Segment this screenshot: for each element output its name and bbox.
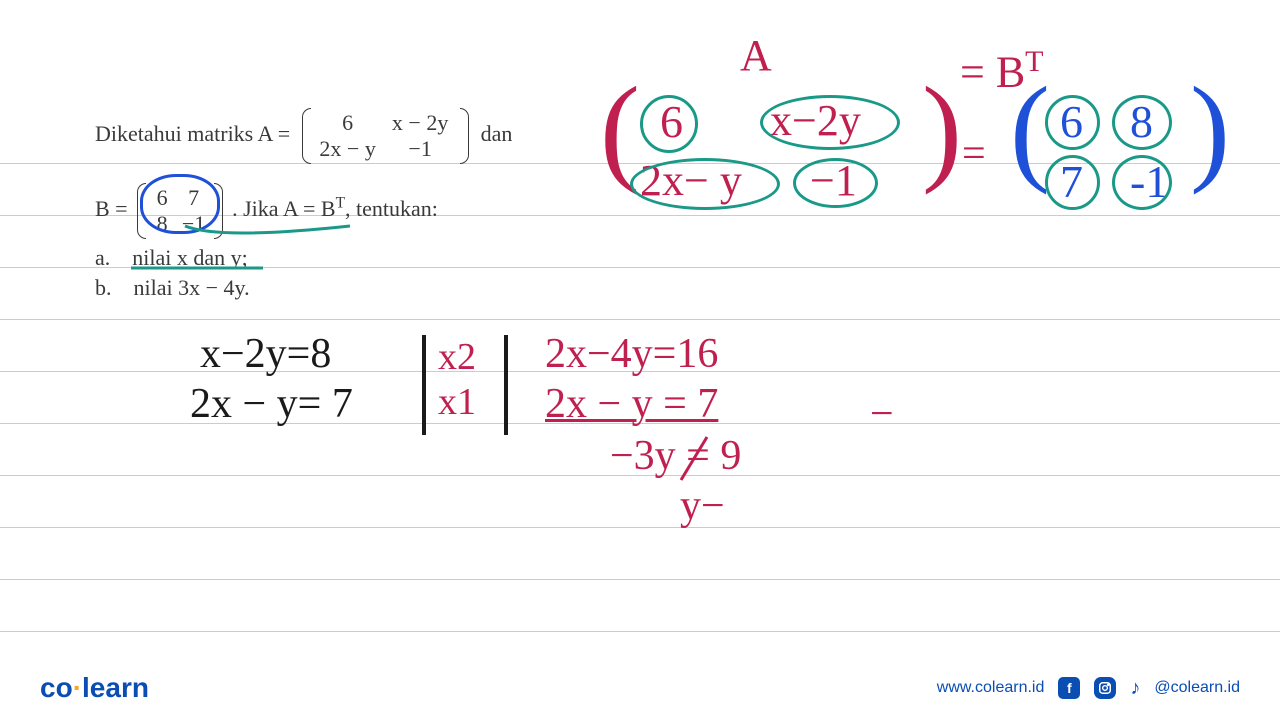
paper-line xyxy=(0,631,1280,632)
circ-m2-11 xyxy=(1045,95,1100,150)
label-A: A xyxy=(740,30,772,81)
rparen-BT: ) xyxy=(1190,60,1230,198)
hw-eq1: x−2y=8 xyxy=(200,330,331,378)
hw-mul1: x2 xyxy=(438,335,476,379)
hw-mul2: x1 xyxy=(438,380,476,424)
matrix-A: 6 x − 2y 2x − y −1 xyxy=(302,108,470,164)
vbar-1 xyxy=(422,335,426,435)
matA-r1c2: x − 2y xyxy=(385,110,455,136)
hw-eq6: y− xyxy=(680,482,725,530)
footer-handle: @colearn.id xyxy=(1154,679,1240,697)
facebook-icon: f xyxy=(1058,677,1080,699)
logo-dot: · xyxy=(73,672,82,703)
problem-text-1: Diketahui matriks A = xyxy=(95,121,290,146)
vbar-2 xyxy=(504,335,508,435)
rparen-A: ) xyxy=(922,60,962,198)
logo-learn: learn xyxy=(82,672,149,703)
hw-eq2: 2x − y= 7 xyxy=(190,380,353,428)
circ-m2-21 xyxy=(1045,155,1100,210)
teal-underline xyxy=(128,264,268,274)
lparen-BT: ( xyxy=(1010,60,1050,198)
circ-m1-12 xyxy=(760,95,900,150)
logo-co: co xyxy=(40,672,73,703)
teal-arrow-swoosh xyxy=(180,218,360,248)
footer-url: www.colearn.id xyxy=(937,679,1045,697)
circ-m1-21 xyxy=(630,158,780,210)
circ-m1-11 xyxy=(640,95,698,153)
circ-m2-22 xyxy=(1112,155,1172,210)
matA-r2c1: 2x − y xyxy=(316,136,380,162)
footer-right: www.colearn.id f ♪ @colearn.id xyxy=(937,677,1240,700)
footer: co·learn www.colearn.id f ♪ @colearn.id xyxy=(0,672,1280,704)
hw-eq4: 2x − y = 7 xyxy=(545,380,718,428)
question-b: b. nilai 3x − 4y. xyxy=(95,275,250,301)
logo: co·learn xyxy=(40,672,149,704)
circ-m2-12 xyxy=(1112,95,1172,150)
hw-minus: − xyxy=(870,390,894,438)
problem-text-2: B = xyxy=(95,196,128,221)
paper-line xyxy=(0,579,1280,580)
problem-super-T: T xyxy=(336,195,345,212)
paper-line xyxy=(0,527,1280,528)
hw-eq3: 2x−4y=16 xyxy=(545,330,718,378)
cross-stroke xyxy=(675,432,715,487)
problem-dan: dan xyxy=(481,121,513,146)
tiktok-icon: ♪ xyxy=(1130,677,1140,700)
instagram-icon xyxy=(1094,677,1116,699)
matA-r2c2: −1 xyxy=(385,136,455,162)
problem-line1: Diketahui matriks A = 6 x − 2y 2x − y −1… xyxy=(95,108,512,164)
matA-r1c1: 6 xyxy=(316,110,380,136)
paper-line xyxy=(0,319,1280,320)
hw-eq-mid: = xyxy=(962,130,986,178)
circ-m1-22 xyxy=(793,158,878,208)
